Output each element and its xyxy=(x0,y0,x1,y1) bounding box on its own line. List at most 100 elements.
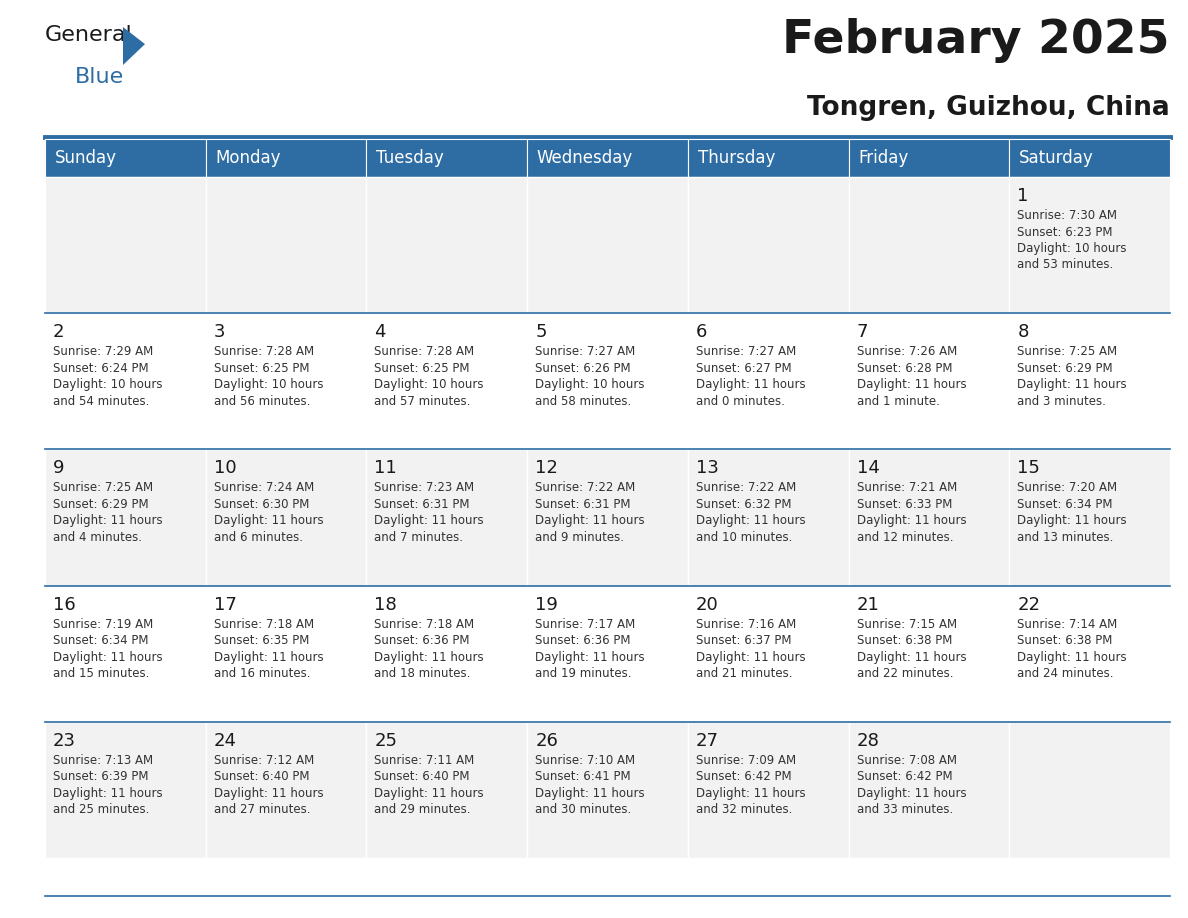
Bar xyxy=(366,722,527,858)
Text: 22: 22 xyxy=(1017,596,1041,613)
Bar xyxy=(527,722,688,858)
Text: 17: 17 xyxy=(214,596,236,613)
Text: Tuesday: Tuesday xyxy=(377,149,444,167)
Text: 21: 21 xyxy=(857,596,879,613)
Bar xyxy=(1010,450,1170,586)
Bar xyxy=(366,313,527,450)
Text: Tongren, Guizhou, China: Tongren, Guizhou, China xyxy=(808,95,1170,121)
Text: Sunrise: 7:13 AM
Sunset: 6:39 PM
Daylight: 11 hours
and 25 minutes.: Sunrise: 7:13 AM Sunset: 6:39 PM Dayligh… xyxy=(53,754,163,816)
Text: 19: 19 xyxy=(535,596,558,613)
Bar xyxy=(1010,313,1170,450)
Bar xyxy=(45,586,206,722)
Text: 5: 5 xyxy=(535,323,546,341)
Bar xyxy=(206,139,366,177)
Bar xyxy=(206,450,366,586)
Bar xyxy=(206,586,366,722)
Bar xyxy=(527,177,688,313)
Text: 3: 3 xyxy=(214,323,226,341)
Text: Blue: Blue xyxy=(75,67,125,87)
Bar xyxy=(688,139,848,177)
Text: 27: 27 xyxy=(696,732,719,750)
Text: 16: 16 xyxy=(53,596,76,613)
Text: 24: 24 xyxy=(214,732,236,750)
Bar xyxy=(848,450,1010,586)
Text: 23: 23 xyxy=(53,732,76,750)
Text: 26: 26 xyxy=(535,732,558,750)
Text: 4: 4 xyxy=(374,323,386,341)
Text: 14: 14 xyxy=(857,459,879,477)
Text: Sunrise: 7:18 AM
Sunset: 6:35 PM
Daylight: 11 hours
and 16 minutes.: Sunrise: 7:18 AM Sunset: 6:35 PM Dayligh… xyxy=(214,618,323,680)
Bar xyxy=(848,586,1010,722)
Bar xyxy=(848,722,1010,858)
Text: Sunrise: 7:10 AM
Sunset: 6:41 PM
Daylight: 11 hours
and 30 minutes.: Sunrise: 7:10 AM Sunset: 6:41 PM Dayligh… xyxy=(535,754,645,816)
Text: Sunrise: 7:20 AM
Sunset: 6:34 PM
Daylight: 11 hours
and 13 minutes.: Sunrise: 7:20 AM Sunset: 6:34 PM Dayligh… xyxy=(1017,481,1127,543)
Bar xyxy=(527,450,688,586)
Bar xyxy=(1010,177,1170,313)
Text: 20: 20 xyxy=(696,596,719,613)
Text: Sunrise: 7:24 AM
Sunset: 6:30 PM
Daylight: 11 hours
and 6 minutes.: Sunrise: 7:24 AM Sunset: 6:30 PM Dayligh… xyxy=(214,481,323,543)
Text: Sunrise: 7:22 AM
Sunset: 6:32 PM
Daylight: 11 hours
and 10 minutes.: Sunrise: 7:22 AM Sunset: 6:32 PM Dayligh… xyxy=(696,481,805,543)
Text: Sunrise: 7:27 AM
Sunset: 6:26 PM
Daylight: 10 hours
and 58 minutes.: Sunrise: 7:27 AM Sunset: 6:26 PM Dayligh… xyxy=(535,345,645,408)
Bar xyxy=(45,450,206,586)
Text: Sunrise: 7:30 AM
Sunset: 6:23 PM
Daylight: 10 hours
and 53 minutes.: Sunrise: 7:30 AM Sunset: 6:23 PM Dayligh… xyxy=(1017,209,1127,272)
Bar xyxy=(527,586,688,722)
Text: Sunrise: 7:27 AM
Sunset: 6:27 PM
Daylight: 11 hours
and 0 minutes.: Sunrise: 7:27 AM Sunset: 6:27 PM Dayligh… xyxy=(696,345,805,408)
Text: General: General xyxy=(45,25,133,45)
Text: February 2025: February 2025 xyxy=(783,18,1170,63)
Text: 13: 13 xyxy=(696,459,719,477)
Text: 8: 8 xyxy=(1017,323,1029,341)
Text: Sunrise: 7:08 AM
Sunset: 6:42 PM
Daylight: 11 hours
and 33 minutes.: Sunrise: 7:08 AM Sunset: 6:42 PM Dayligh… xyxy=(857,754,966,816)
Text: 11: 11 xyxy=(374,459,397,477)
Bar xyxy=(688,450,848,586)
Polygon shape xyxy=(124,27,145,65)
Text: 6: 6 xyxy=(696,323,707,341)
Bar xyxy=(688,586,848,722)
Text: Sunrise: 7:18 AM
Sunset: 6:36 PM
Daylight: 11 hours
and 18 minutes.: Sunrise: 7:18 AM Sunset: 6:36 PM Dayligh… xyxy=(374,618,484,680)
Bar xyxy=(848,139,1010,177)
Text: 15: 15 xyxy=(1017,459,1041,477)
Text: 2: 2 xyxy=(53,323,64,341)
Text: 7: 7 xyxy=(857,323,868,341)
Text: Sunrise: 7:22 AM
Sunset: 6:31 PM
Daylight: 11 hours
and 9 minutes.: Sunrise: 7:22 AM Sunset: 6:31 PM Dayligh… xyxy=(535,481,645,543)
Bar xyxy=(848,313,1010,450)
Text: Sunrise: 7:11 AM
Sunset: 6:40 PM
Daylight: 11 hours
and 29 minutes.: Sunrise: 7:11 AM Sunset: 6:40 PM Dayligh… xyxy=(374,754,484,816)
Text: Sunrise: 7:29 AM
Sunset: 6:24 PM
Daylight: 10 hours
and 54 minutes.: Sunrise: 7:29 AM Sunset: 6:24 PM Dayligh… xyxy=(53,345,163,408)
Bar xyxy=(1010,722,1170,858)
Text: Sunrise: 7:12 AM
Sunset: 6:40 PM
Daylight: 11 hours
and 27 minutes.: Sunrise: 7:12 AM Sunset: 6:40 PM Dayligh… xyxy=(214,754,323,816)
Text: Sunrise: 7:15 AM
Sunset: 6:38 PM
Daylight: 11 hours
and 22 minutes.: Sunrise: 7:15 AM Sunset: 6:38 PM Dayligh… xyxy=(857,618,966,680)
Text: Sunrise: 7:16 AM
Sunset: 6:37 PM
Daylight: 11 hours
and 21 minutes.: Sunrise: 7:16 AM Sunset: 6:37 PM Dayligh… xyxy=(696,618,805,680)
Bar xyxy=(366,450,527,586)
Text: Sunrise: 7:25 AM
Sunset: 6:29 PM
Daylight: 11 hours
and 3 minutes.: Sunrise: 7:25 AM Sunset: 6:29 PM Dayligh… xyxy=(1017,345,1127,408)
Text: 12: 12 xyxy=(535,459,558,477)
Bar xyxy=(366,177,527,313)
Text: Sunrise: 7:14 AM
Sunset: 6:38 PM
Daylight: 11 hours
and 24 minutes.: Sunrise: 7:14 AM Sunset: 6:38 PM Dayligh… xyxy=(1017,618,1127,680)
Text: Thursday: Thursday xyxy=(697,149,775,167)
Text: 18: 18 xyxy=(374,596,397,613)
Bar xyxy=(206,177,366,313)
Text: Sunday: Sunday xyxy=(55,149,116,167)
Text: Sunrise: 7:19 AM
Sunset: 6:34 PM
Daylight: 11 hours
and 15 minutes.: Sunrise: 7:19 AM Sunset: 6:34 PM Dayligh… xyxy=(53,618,163,680)
Bar xyxy=(527,139,688,177)
Text: Friday: Friday xyxy=(858,149,909,167)
Bar xyxy=(366,586,527,722)
Text: Sunrise: 7:21 AM
Sunset: 6:33 PM
Daylight: 11 hours
and 12 minutes.: Sunrise: 7:21 AM Sunset: 6:33 PM Dayligh… xyxy=(857,481,966,543)
Bar xyxy=(1010,139,1170,177)
Bar xyxy=(45,139,206,177)
Text: 10: 10 xyxy=(214,459,236,477)
Text: Sunrise: 7:09 AM
Sunset: 6:42 PM
Daylight: 11 hours
and 32 minutes.: Sunrise: 7:09 AM Sunset: 6:42 PM Dayligh… xyxy=(696,754,805,816)
Bar xyxy=(688,313,848,450)
Text: 9: 9 xyxy=(53,459,64,477)
Text: Saturday: Saturday xyxy=(1019,149,1094,167)
Bar xyxy=(527,313,688,450)
Text: Wednesday: Wednesday xyxy=(537,149,633,167)
Text: Sunrise: 7:25 AM
Sunset: 6:29 PM
Daylight: 11 hours
and 4 minutes.: Sunrise: 7:25 AM Sunset: 6:29 PM Dayligh… xyxy=(53,481,163,543)
Text: 1: 1 xyxy=(1017,187,1029,205)
Bar xyxy=(45,722,206,858)
Bar xyxy=(45,313,206,450)
Text: 25: 25 xyxy=(374,732,398,750)
Bar xyxy=(688,722,848,858)
Text: Sunrise: 7:28 AM
Sunset: 6:25 PM
Daylight: 10 hours
and 56 minutes.: Sunrise: 7:28 AM Sunset: 6:25 PM Dayligh… xyxy=(214,345,323,408)
Bar xyxy=(1010,586,1170,722)
Text: 28: 28 xyxy=(857,732,879,750)
Bar xyxy=(366,139,527,177)
